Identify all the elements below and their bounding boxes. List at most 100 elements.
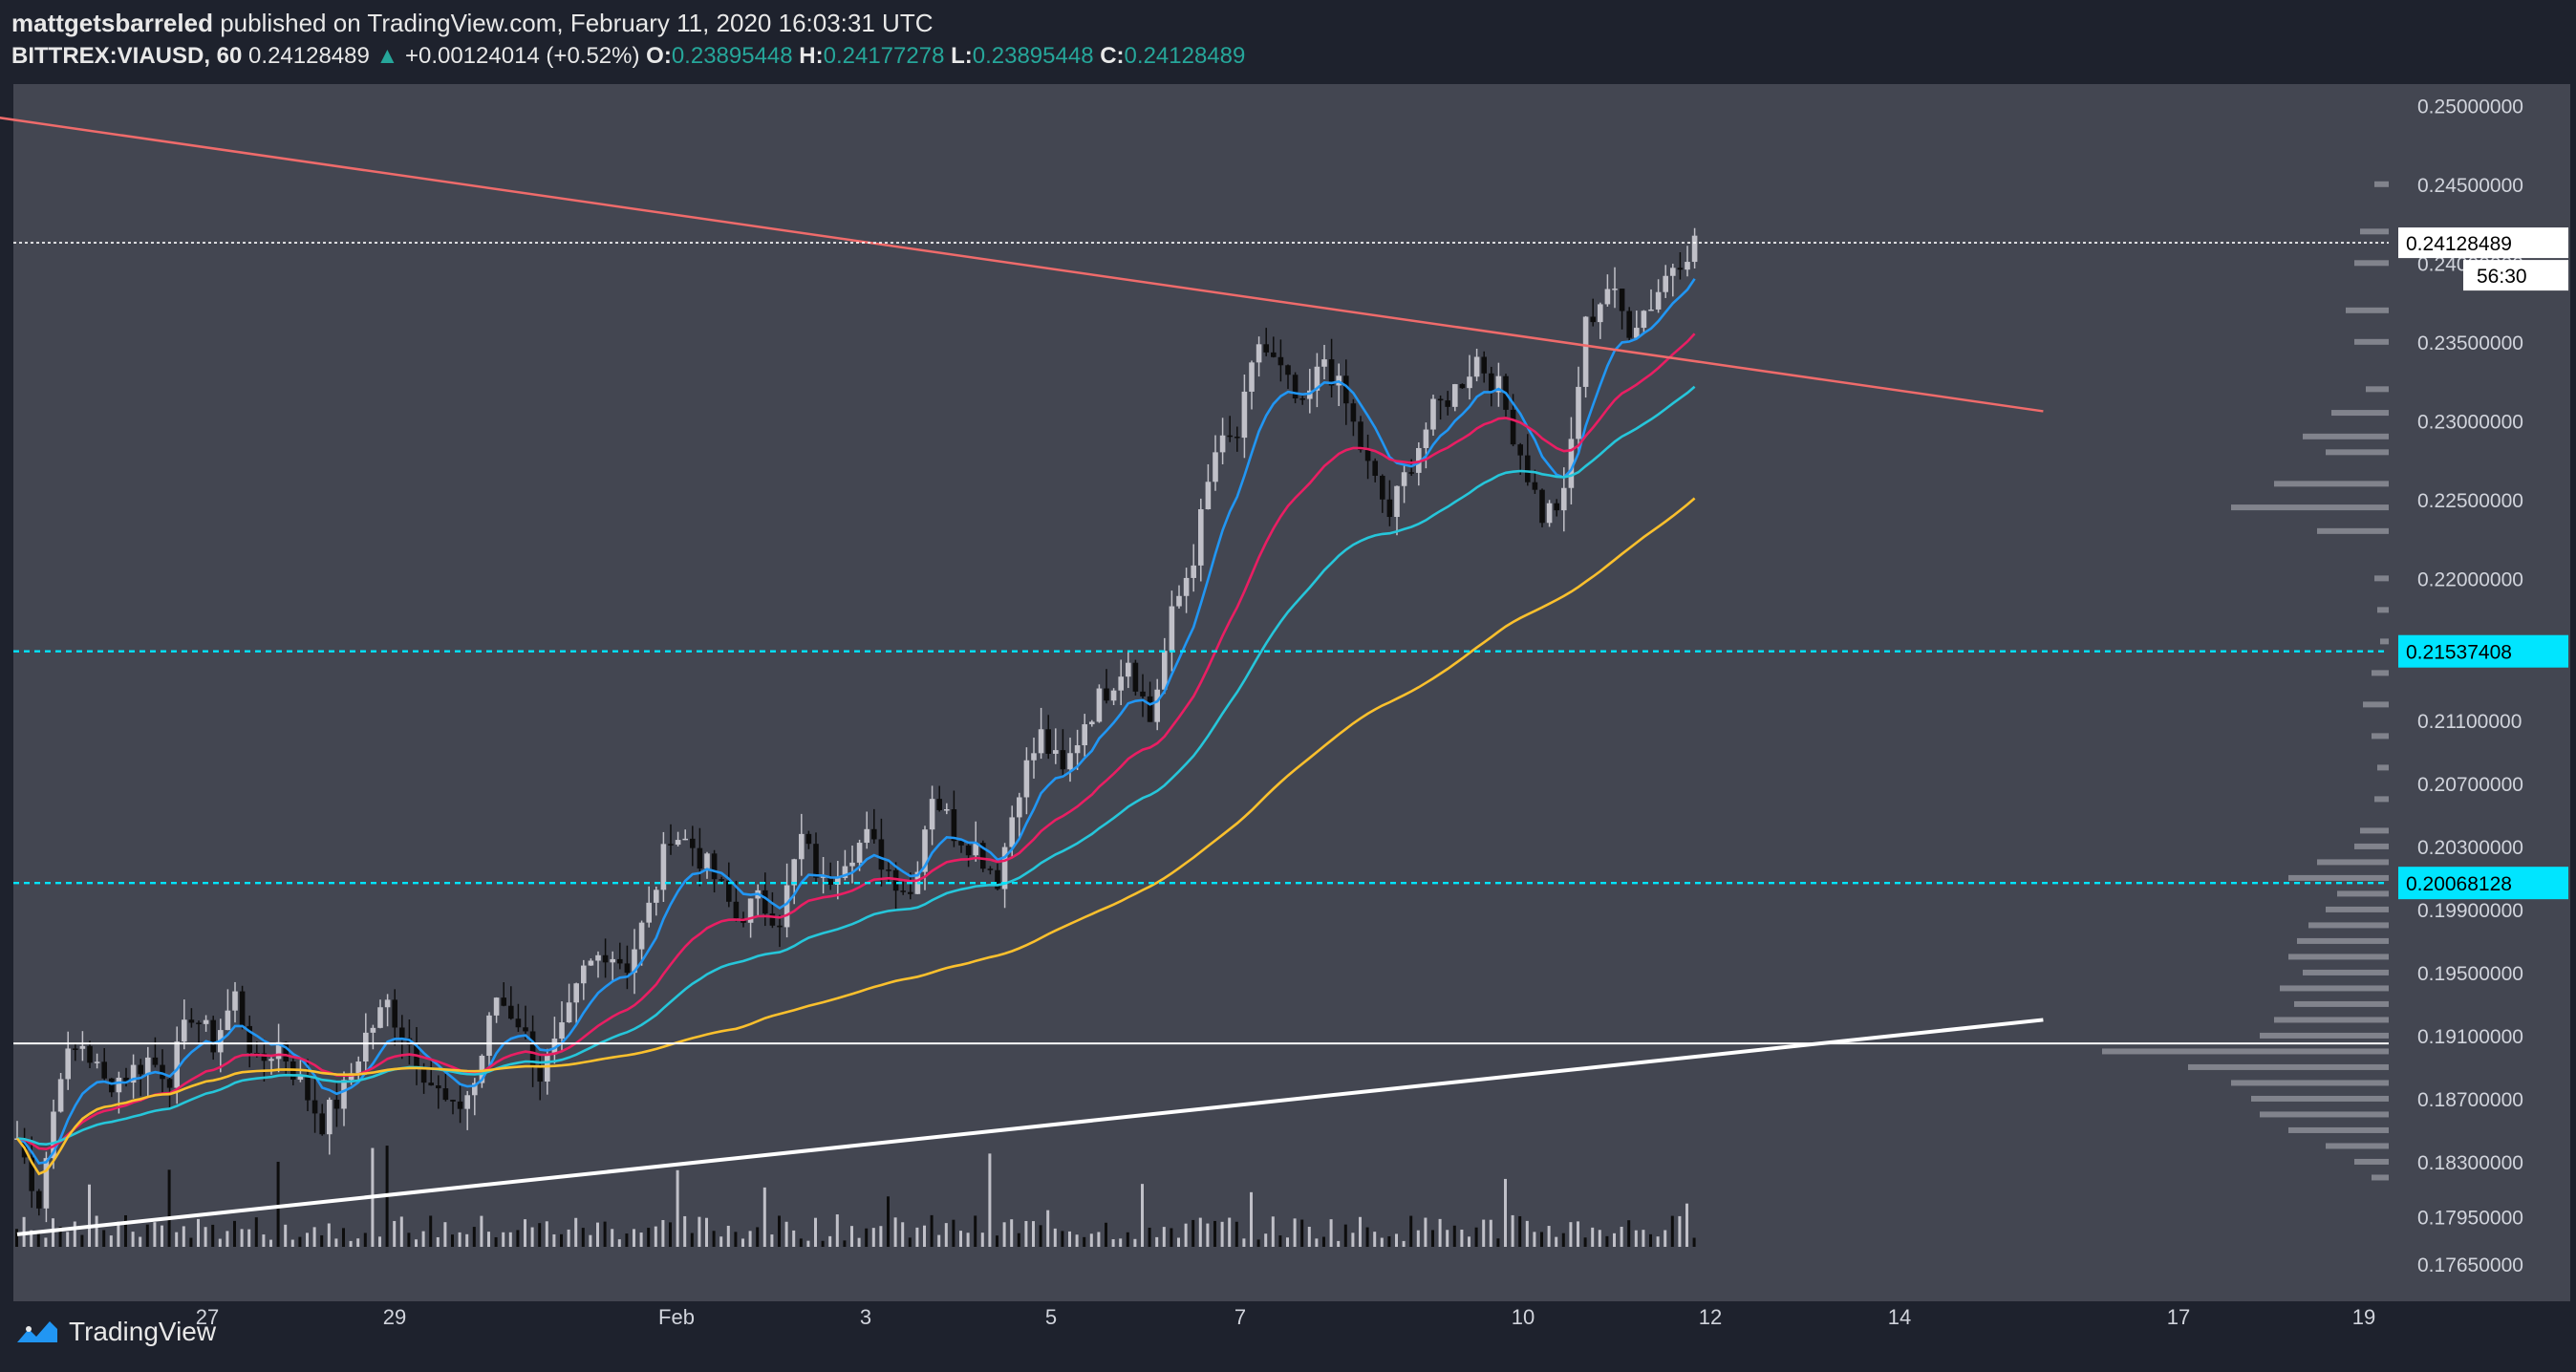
candle-body — [1663, 275, 1668, 292]
candle-body — [1299, 397, 1305, 400]
candle-body — [646, 902, 652, 923]
candle-body — [1445, 400, 1450, 407]
y-tick-label: 0.17650000 — [2417, 1254, 2523, 1276]
volume-profile-bar — [2326, 1143, 2389, 1149]
candle-body — [327, 1100, 333, 1135]
countdown-label: 56:30 — [2477, 266, 2527, 288]
candle-body — [283, 1041, 289, 1061]
candle-body — [232, 991, 238, 1011]
candle-body — [878, 839, 885, 870]
volume-bar — [458, 1232, 462, 1247]
candle-body — [654, 890, 659, 903]
candle-body — [1655, 291, 1662, 310]
volume-bar — [799, 1238, 803, 1247]
candle-body — [813, 844, 819, 878]
candle-body — [1554, 503, 1559, 511]
candle-body — [1162, 651, 1168, 690]
candle-body — [1467, 376, 1472, 389]
volume-bar — [1620, 1226, 1623, 1247]
author-name[interactable]: mattgetsbarreled — [11, 9, 213, 37]
volume-bar — [1039, 1225, 1042, 1247]
volume-profile-bar — [2326, 449, 2389, 456]
volume-bar — [1555, 1236, 1558, 1247]
volume-bar — [1387, 1235, 1391, 1247]
volume-bar — [312, 1227, 316, 1247]
volume-bar — [1170, 1228, 1173, 1247]
volume-bar — [1002, 1222, 1006, 1247]
x-tick-label: 17 — [2167, 1305, 2190, 1329]
volume-profile-bar — [2274, 1017, 2389, 1023]
candle-body — [842, 866, 848, 878]
tradingview-brand[interactable]: TradingView — [69, 1317, 217, 1346]
candle-body — [501, 997, 506, 1006]
support-trendline — [16, 1018, 2044, 1236]
candle-body — [566, 1002, 572, 1023]
volume-profile-bar — [2297, 937, 2389, 944]
volume-bar — [865, 1228, 869, 1247]
volume-bar — [167, 1169, 171, 1247]
candle-body — [436, 1085, 441, 1089]
volume-bar — [451, 1234, 454, 1247]
tradingview-logo-icon[interactable] — [15, 1318, 59, 1346]
volume-bar — [1061, 1231, 1064, 1247]
candle-body — [1546, 503, 1553, 524]
volume-bar — [1278, 1235, 1282, 1247]
candle-body — [275, 1041, 282, 1060]
candle-body — [1256, 344, 1262, 363]
candle-body — [341, 1080, 347, 1109]
volume-bar — [784, 1221, 788, 1247]
volume-bar — [1228, 1217, 1232, 1247]
volume-bar — [378, 1236, 381, 1247]
volume-bar — [1359, 1216, 1362, 1247]
symbol-label[interactable]: BITTREX:VIAUSD, 60 — [11, 43, 243, 69]
y-tick-label: 0.22500000 — [2417, 490, 2523, 512]
volume-bar — [1017, 1233, 1020, 1247]
candle-body — [1372, 461, 1378, 476]
volume-bar — [762, 1187, 766, 1247]
volume-profile-bar — [2366, 386, 2389, 393]
y-tick-label: 0.23500000 — [2417, 332, 2523, 354]
candle-body — [1619, 289, 1625, 311]
volume-bar — [197, 1218, 200, 1247]
x-axis: 27 29 Feb 3 5 7 10 12 14 17 19 — [196, 1305, 2375, 1329]
volume-bar — [974, 1215, 977, 1247]
volume-bar — [676, 1169, 679, 1247]
candle-body — [464, 1095, 470, 1109]
volume-profile-bar — [2317, 859, 2389, 866]
volume-bar — [1206, 1223, 1210, 1247]
volume-bar — [1083, 1236, 1086, 1247]
volume-bar — [88, 1184, 91, 1247]
volume-bar — [741, 1238, 744, 1247]
candle-body — [1227, 435, 1233, 438]
x-tick-label: 10 — [1512, 1305, 1535, 1329]
candle-body — [886, 869, 891, 871]
ema-fast-line — [16, 278, 1696, 1165]
volume-bar — [661, 1219, 665, 1247]
candle-body — [182, 1019, 187, 1042]
volume-bar — [1533, 1232, 1536, 1247]
volume-bar — [1496, 1238, 1500, 1247]
volume-bar — [871, 1228, 875, 1247]
candle-body — [1060, 750, 1066, 770]
high-label: H: — [799, 43, 824, 69]
candle-body — [101, 1061, 107, 1079]
y-tick-label: 0.25000000 — [2417, 96, 2523, 118]
volume-profile-bar — [2303, 969, 2389, 975]
candle-body — [450, 1100, 456, 1102]
candle-body — [130, 1064, 137, 1083]
volume-bar — [1452, 1225, 1456, 1247]
candle-body — [87, 1045, 93, 1063]
candle-body — [1089, 721, 1095, 725]
candle-body — [610, 958, 615, 963]
volume-bar — [1111, 1239, 1115, 1247]
volume-bar — [901, 1222, 905, 1247]
volume-bar — [52, 1218, 54, 1247]
open-label: O: — [646, 43, 672, 69]
candle-body — [1691, 235, 1698, 263]
candle-body — [1380, 475, 1385, 500]
volume-bar — [806, 1240, 810, 1247]
volume-bar — [828, 1235, 832, 1247]
footer: TradingView — [15, 1317, 216, 1347]
volume-bar — [145, 1224, 149, 1247]
